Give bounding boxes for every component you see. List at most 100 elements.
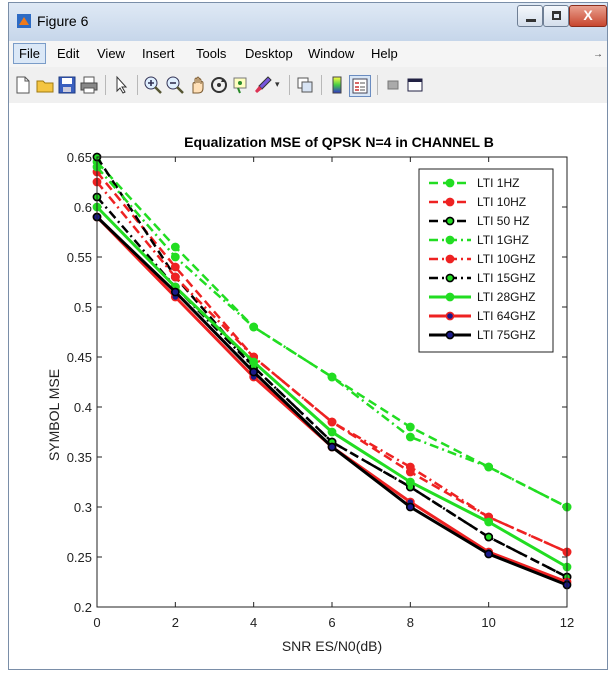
y-tick-label: 0.55 [67,250,92,265]
legend: LTI 1HZ LTI 10HZ LTI 50 HZ LTI 1GHZ LTI 10GH… [418,168,554,353]
toolbar-separator [137,75,138,95]
menu-file[interactable]: File [13,43,46,64]
plot-layer: 0.2 0.25 0.3 0.35 0.4 0.45 0.5 0.55 0.6 0.65 0 2 4 6 8… [67,150,575,630]
x-tick-label: 10 [481,615,495,630]
chart-svg: Equalization MSE of QPSK N=4 in CHANNEL … [46,134,575,654]
figure-toolbar: ▾ [9,67,607,104]
maximize-icon [552,11,561,20]
data-point [405,477,415,487]
legend-entry-label: LTI 1GHZ [477,233,529,247]
menu-desktop[interactable]: Desktop [245,46,293,61]
data-point [484,462,494,472]
brush-icon[interactable] [253,75,273,95]
legend-marker [445,292,455,302]
data-cursor-icon[interactable] [231,75,251,95]
y-tick-label: 0.35 [67,450,92,465]
legend-marker [445,235,455,245]
legend-box [418,168,554,353]
title-bar[interactable]: Figure 6 X [9,3,607,42]
data-point [249,322,259,332]
data-point [249,357,259,367]
show-plot-tools-icon[interactable] [405,75,425,95]
menu-bar: File Edit View Insert Tools Desktop Wind… [9,41,607,68]
menu-help[interactable]: Help [371,46,398,61]
data-point [327,442,337,452]
figure-window: Figure 6 X File Edit View Insert Tools D… [8,2,608,670]
data-point [405,502,415,512]
toolbar-separator [105,75,106,95]
legend-entry-label: LTI 15GHZ [477,271,535,285]
y-axis-label: SYMBOL MSE [46,369,62,461]
new-figure-icon[interactable] [13,75,33,95]
data-point [170,262,180,272]
data-point [170,287,180,297]
save-icon[interactable] [57,75,77,95]
legend-icon[interactable] [349,75,371,97]
minimize-icon [526,19,536,22]
minimize-button[interactable] [517,5,543,27]
print-icon[interactable] [79,75,99,95]
legend-entry-label: LTI 10GHZ [477,252,535,266]
legend-marker [445,178,455,188]
data-point [170,272,180,282]
x-tick-label: 8 [407,615,414,630]
rotate-3d-icon[interactable] [209,75,229,95]
data-point [327,427,337,437]
pointer-icon[interactable] [111,75,131,95]
legend-marker [445,330,455,340]
plot-frame [96,156,568,608]
legend-marker [445,254,455,264]
y-tick-label: 0.45 [67,350,92,365]
y-tick-label: 0.6 [74,200,92,215]
brush-dropdown-icon[interactable]: ▾ [275,79,280,89]
x-tick-label: 4 [250,615,257,630]
y-tick-label: 0.3 [74,500,92,515]
menu-tools[interactable]: Tools [196,46,227,61]
close-icon: X [583,7,593,23]
window-title: Figure 6 [37,13,89,29]
legend-marker [445,273,455,283]
menubar-overflow-icon[interactable]: → [593,49,603,60]
data-point [170,242,180,252]
figure-canvas: Equalization MSE of QPSK N=4 in CHANNEL … [9,103,607,669]
menu-window[interactable]: Window [308,46,355,61]
open-file-icon[interactable] [35,75,55,95]
menu-insert[interactable]: Insert [142,46,175,61]
data-point [170,252,180,262]
legend-marker [445,197,455,207]
link-plot-icon[interactable] [295,75,315,95]
y-tick-label: 0.5 [74,300,92,315]
zoom-in-icon[interactable] [143,75,163,95]
data-point [327,417,337,427]
data-point [405,422,415,432]
pan-icon[interactable] [187,75,207,95]
legend-marker [445,216,455,226]
y-tick-label: 0.2 [74,600,92,615]
data-point [484,532,494,542]
colorbar-icon[interactable] [327,75,347,95]
y-tick-label: 0.25 [67,550,92,565]
x-tick-label: 12 [560,615,574,630]
toolbar-separator [289,75,290,95]
data-point [405,432,415,442]
menu-view[interactable]: View [97,46,125,61]
maximize-button[interactable] [543,5,569,27]
legend-entry-label: LTI 10HZ [477,195,526,209]
legend-entry-label: LTI 50 HZ [477,214,529,228]
hide-plot-tools-icon[interactable] [383,75,403,95]
zoom-out-icon[interactable] [165,75,185,95]
y-tick-label: 0.4 [74,400,92,415]
menu-edit[interactable]: Edit [57,46,80,61]
close-button[interactable]: X [569,5,607,27]
toolbar-separator [377,75,378,95]
x-tick-label: 6 [328,615,335,630]
chart-title: Equalization MSE of QPSK N=4 in CHANNEL … [184,134,494,150]
data-point [249,367,259,377]
x-axis-label: SNR ES/N0(dB) [282,638,382,654]
data-point [484,517,494,527]
data-point [327,372,337,382]
data-point [405,462,415,472]
toolbar-separator [321,75,322,95]
legend-entry-label: LTI 28GHZ [477,290,535,304]
y-tick-label: 0.65 [67,150,92,165]
